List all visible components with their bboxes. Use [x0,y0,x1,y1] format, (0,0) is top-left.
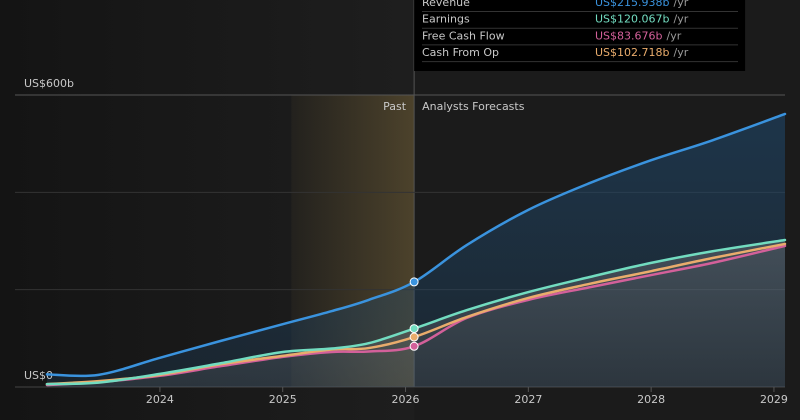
past-end-dot [409,277,419,287]
x-tick-label: 2025 [269,393,297,406]
forecast-label: Analysts Forecasts [422,100,525,113]
y-tick-label: US$0 [24,369,53,382]
tooltip-value-number: US$83.676b [595,29,663,42]
past-end-dot [409,341,419,351]
x-tick-label: 2029 [760,393,788,406]
tooltip-unit: /yr [674,13,689,26]
x-tick-label: 2026 [392,393,420,406]
tooltip-unit: /yr [674,0,689,9]
past-label: Past [383,100,407,113]
past-end-dot [409,324,419,334]
series-line [45,112,787,378]
tooltip-value: US$83.676b/yr [595,29,682,42]
tooltip-label: Earnings [422,13,470,26]
tooltip-value-number: US$120.067b [595,13,670,26]
x-tick-label: 2024 [146,393,174,406]
tooltip-value: US$120.067b/yr [595,13,689,26]
series-line [45,238,787,386]
tooltip-label: Cash From Op [422,46,499,59]
tooltip-label: Revenue [422,0,470,9]
tooltip-unit: /yr [674,46,689,59]
x-tick-label: 2027 [514,393,542,406]
tooltip-value: US$215.938b/yr [595,0,689,9]
tooltip-label: Free Cash Flow [422,29,505,42]
x-tick-label: 2028 [637,393,665,406]
tooltip-value: US$102.718b/yr [595,46,689,59]
past-end-dot [409,332,419,342]
tooltip-unit: /yr [667,29,682,42]
lower-area [46,240,786,387]
y-tick-label: US$600b [24,77,74,90]
tooltip-value-number: US$102.718b [595,46,670,59]
tooltip-value-number: US$215.938b [595,0,670,9]
